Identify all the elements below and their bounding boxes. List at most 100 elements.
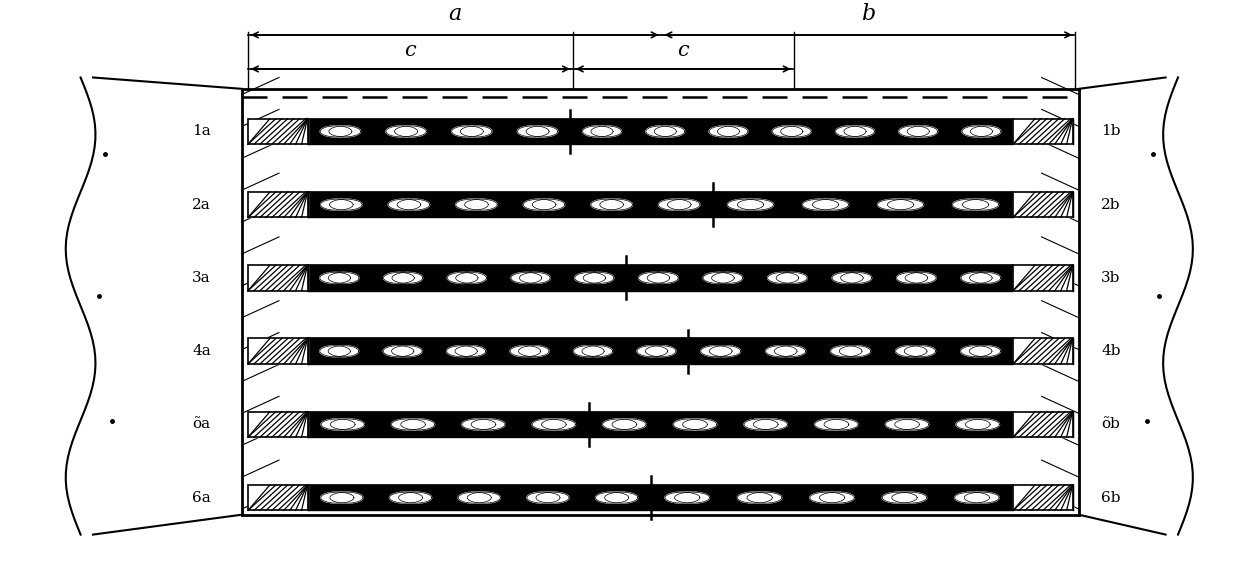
Polygon shape (965, 492, 999, 503)
Text: õa: õa (192, 418, 211, 432)
Polygon shape (658, 199, 691, 210)
Polygon shape (637, 346, 667, 357)
Polygon shape (825, 419, 858, 430)
Polygon shape (456, 199, 489, 210)
Polygon shape (383, 346, 414, 357)
Polygon shape (401, 419, 435, 430)
Polygon shape (386, 126, 418, 137)
Polygon shape (527, 492, 560, 503)
Bar (688, 338, 1013, 364)
Polygon shape (888, 199, 924, 210)
Polygon shape (665, 492, 699, 503)
Polygon shape (844, 126, 874, 137)
Bar (248, 338, 308, 364)
Polygon shape (467, 492, 501, 503)
Polygon shape (841, 273, 872, 284)
Bar (248, 265, 308, 291)
Polygon shape (517, 126, 549, 137)
Bar (308, 338, 688, 364)
Polygon shape (970, 346, 1001, 357)
Polygon shape (321, 199, 353, 210)
Polygon shape (728, 199, 764, 210)
Polygon shape (812, 199, 848, 210)
Bar (713, 192, 1013, 218)
Polygon shape (383, 273, 414, 284)
Polygon shape (667, 199, 701, 210)
Polygon shape (768, 273, 799, 284)
Polygon shape (956, 419, 991, 430)
Polygon shape (583, 126, 613, 137)
Text: õb: õb (1101, 418, 1120, 432)
Polygon shape (703, 273, 734, 284)
Polygon shape (388, 199, 420, 210)
Polygon shape (839, 346, 870, 357)
Bar (1013, 338, 1073, 364)
Polygon shape (451, 126, 484, 137)
Polygon shape (971, 126, 1001, 137)
Bar (248, 412, 308, 437)
Polygon shape (613, 419, 646, 430)
Polygon shape (510, 346, 541, 357)
Polygon shape (675, 492, 709, 503)
Polygon shape (575, 273, 605, 284)
Bar (1013, 119, 1073, 144)
Polygon shape (673, 419, 708, 430)
Polygon shape (329, 346, 358, 357)
Polygon shape (330, 492, 363, 503)
Text: 3b: 3b (1101, 271, 1121, 285)
Polygon shape (331, 419, 365, 430)
Text: 3a: 3a (192, 271, 211, 285)
Polygon shape (646, 126, 676, 137)
Polygon shape (970, 273, 1001, 284)
Polygon shape (320, 273, 351, 284)
Polygon shape (746, 492, 782, 503)
Bar (1013, 265, 1073, 291)
Polygon shape (639, 273, 670, 284)
Polygon shape (905, 273, 936, 284)
Polygon shape (836, 126, 866, 137)
Polygon shape (321, 419, 355, 430)
Polygon shape (465, 199, 497, 210)
Polygon shape (330, 199, 362, 210)
Polygon shape (532, 199, 565, 210)
Polygon shape (774, 346, 806, 357)
Polygon shape (605, 492, 637, 503)
Polygon shape (683, 419, 717, 430)
Polygon shape (709, 346, 740, 357)
Polygon shape (754, 419, 787, 430)
Polygon shape (595, 492, 629, 503)
Polygon shape (897, 273, 928, 284)
Polygon shape (455, 346, 486, 357)
Text: 1b: 1b (1101, 125, 1121, 139)
Bar (248, 192, 308, 218)
Polygon shape (321, 492, 353, 503)
Polygon shape (320, 346, 351, 357)
Polygon shape (908, 126, 937, 137)
Polygon shape (895, 346, 928, 357)
Text: 2b: 2b (1101, 198, 1121, 212)
Polygon shape (329, 126, 361, 137)
Polygon shape (392, 419, 425, 430)
Polygon shape (810, 492, 844, 503)
Polygon shape (966, 419, 999, 430)
Polygon shape (744, 419, 779, 430)
Bar (1013, 192, 1073, 218)
Polygon shape (718, 126, 748, 137)
Polygon shape (603, 419, 637, 430)
Text: a: a (448, 3, 461, 25)
Bar (248, 412, 308, 437)
Text: c: c (404, 41, 417, 60)
Bar (308, 119, 570, 144)
Polygon shape (892, 492, 926, 503)
Text: 2a: 2a (192, 198, 211, 212)
Bar (248, 119, 308, 144)
Polygon shape (591, 199, 624, 210)
Polygon shape (776, 273, 807, 284)
Polygon shape (955, 492, 990, 503)
Polygon shape (526, 126, 558, 137)
Bar (308, 412, 589, 437)
Polygon shape (709, 126, 739, 137)
Polygon shape (446, 346, 477, 357)
Text: 6a: 6a (192, 491, 211, 505)
Polygon shape (518, 346, 549, 357)
